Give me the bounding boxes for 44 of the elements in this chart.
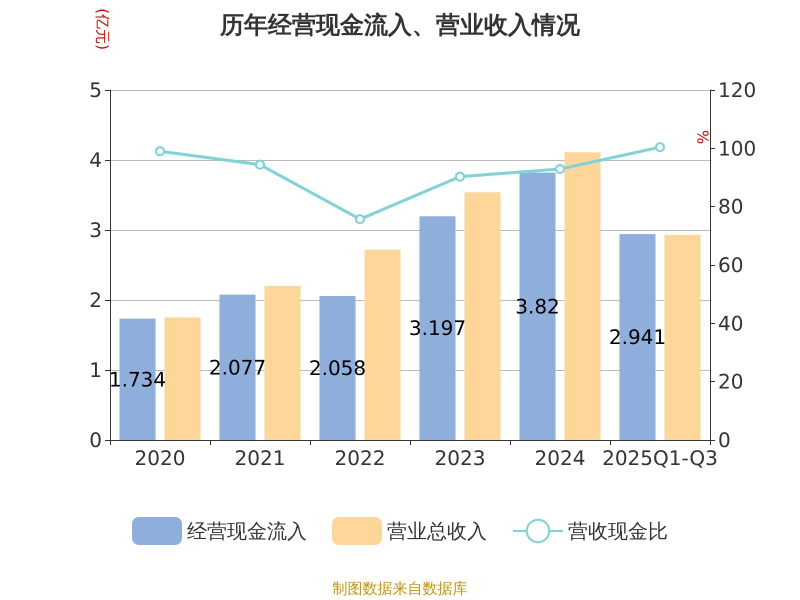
x-tick-label: 2022 bbox=[334, 446, 386, 470]
bar bbox=[564, 152, 600, 440]
legend-label: 经营现金流入 bbox=[187, 519, 307, 543]
y-tick-label: 3 bbox=[89, 218, 102, 242]
data-label: 2.077 bbox=[208, 355, 266, 380]
x-tick-label: 2021 bbox=[234, 446, 286, 470]
text: 制图数据来自数据库 bbox=[332, 580, 468, 598]
y2-tick-label: 20 bbox=[718, 370, 744, 394]
bar bbox=[664, 234, 700, 440]
y2-tick-label: 80 bbox=[718, 194, 744, 219]
data-label: 2.058 bbox=[308, 356, 366, 380]
point bbox=[455, 172, 465, 182]
data-label: 3.197 bbox=[408, 316, 466, 340]
bar bbox=[464, 192, 500, 440]
point bbox=[555, 164, 565, 174]
y-tick-label: 4 bbox=[89, 148, 102, 172]
data-label: 3.82 bbox=[515, 294, 560, 318]
y-tick-label: 5 bbox=[89, 78, 102, 102]
bar bbox=[164, 318, 200, 440]
x-tick-label: 2024 bbox=[534, 446, 586, 470]
legend-label: 营业总收入 bbox=[387, 519, 487, 543]
x-tick-label: 2020 bbox=[134, 446, 186, 470]
point bbox=[255, 160, 265, 170]
y-axis-title: (亿元) bbox=[94, 8, 112, 50]
y2-tick-label: 0 bbox=[718, 428, 731, 452]
y2-tick-label: 100 bbox=[718, 136, 756, 160]
chart-title: 历年经营现金流入、营业收入情况 bbox=[219, 11, 581, 39]
bar bbox=[364, 250, 400, 440]
point bbox=[355, 214, 365, 224]
data-label: 1.734 bbox=[108, 367, 166, 392]
legend-label: 营收现金比 bbox=[568, 519, 668, 543]
x-tick-label: 2023 bbox=[434, 446, 486, 470]
y-tick-label: 2 bbox=[89, 288, 102, 312]
y2-axis-title: % bbox=[694, 130, 712, 144]
point bbox=[655, 142, 665, 152]
point bbox=[155, 146, 165, 156]
y-tick-label: 1 bbox=[89, 358, 102, 382]
y2-tick-label: 60 bbox=[718, 253, 744, 277]
x-tick-label: 2025Q1-Q3 bbox=[602, 446, 718, 470]
y-tick-label: 0 bbox=[89, 428, 102, 452]
bar bbox=[264, 286, 300, 440]
data-label: 2.941 bbox=[608, 325, 666, 350]
y2-tick-label: 40 bbox=[718, 311, 744, 336]
y2-tick-label: 120 bbox=[718, 78, 756, 102]
